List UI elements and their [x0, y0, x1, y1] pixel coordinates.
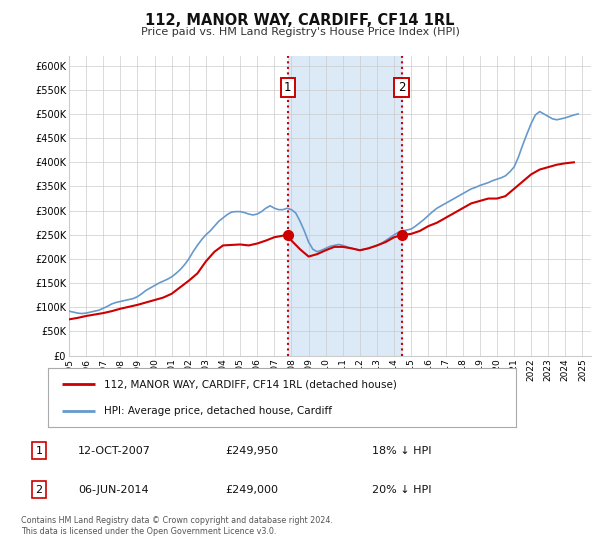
Text: 18% ↓ HPI: 18% ↓ HPI — [372, 446, 431, 456]
Text: 2: 2 — [398, 81, 405, 94]
Text: Price paid vs. HM Land Registry's House Price Index (HPI): Price paid vs. HM Land Registry's House … — [140, 27, 460, 37]
Text: 1: 1 — [35, 446, 43, 456]
Text: 20% ↓ HPI: 20% ↓ HPI — [372, 484, 431, 494]
Bar — [288, 56, 401, 356]
Text: 112, MANOR WAY, CARDIFF, CF14 1RL: 112, MANOR WAY, CARDIFF, CF14 1RL — [145, 13, 455, 29]
Text: 12-OCT-2007: 12-OCT-2007 — [77, 446, 151, 456]
Text: 112, MANOR WAY, CARDIFF, CF14 1RL (detached house): 112, MANOR WAY, CARDIFF, CF14 1RL (detac… — [104, 379, 397, 389]
Text: Contains HM Land Registry data © Crown copyright and database right 2024.
This d: Contains HM Land Registry data © Crown c… — [21, 516, 333, 536]
Text: 2: 2 — [35, 484, 43, 494]
Text: 1: 1 — [284, 81, 292, 94]
Text: 06-JUN-2014: 06-JUN-2014 — [79, 484, 149, 494]
Text: HPI: Average price, detached house, Cardiff: HPI: Average price, detached house, Card… — [104, 407, 332, 417]
Text: £249,000: £249,000 — [226, 484, 278, 494]
Text: £249,950: £249,950 — [226, 446, 278, 456]
